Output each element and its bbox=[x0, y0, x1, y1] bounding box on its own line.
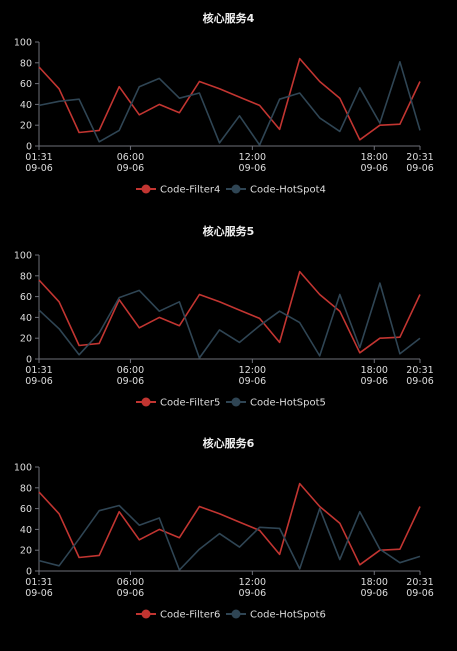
x-tick-label-date: 09-06 bbox=[360, 588, 388, 599]
series-line-filter bbox=[38, 270, 421, 354]
x-tick-label-time: 12:00 bbox=[239, 152, 266, 163]
x-tick-label-date: 09-06 bbox=[117, 163, 145, 174]
x-tick-label-time: 20:31 bbox=[406, 365, 433, 376]
y-tick-label: 100 bbox=[14, 251, 32, 262]
x-tick-label-time: 01:31 bbox=[25, 152, 52, 163]
x-tick-label-time: 01:31 bbox=[25, 365, 52, 376]
chart-panel-5: 核心服务502040608010001:3109-0606:0009-0612:… bbox=[14, 224, 434, 409]
series-line-hotspot bbox=[38, 282, 421, 359]
series-line-filter bbox=[38, 482, 421, 566]
legend-label: Code-HotSpot4 bbox=[250, 185, 326, 196]
x-tick-label-date: 09-06 bbox=[239, 376, 267, 387]
series-line-filter bbox=[38, 57, 421, 141]
legend-marker-icon bbox=[231, 609, 241, 619]
legend-marker-icon bbox=[141, 609, 151, 619]
x-tick-label-time: 20:31 bbox=[406, 577, 433, 588]
x-tick-label-time: 18:00 bbox=[361, 577, 388, 588]
x-tick-label-time: 06:00 bbox=[117, 577, 144, 588]
y-tick-label: 0 bbox=[26, 567, 32, 578]
y-tick-label: 60 bbox=[20, 504, 32, 515]
series-line-hotspot bbox=[38, 504, 421, 571]
x-tick-label-date: 09-06 bbox=[406, 163, 434, 174]
x-tick-label-time: 01:31 bbox=[25, 577, 52, 588]
legend-marker-icon bbox=[231, 397, 241, 407]
legend-label: Code-Filter4 bbox=[160, 185, 220, 196]
legend-item-hotspot[interactable]: Code-HotSpot6 bbox=[226, 609, 326, 621]
x-tick-label-time: 20:31 bbox=[406, 152, 433, 163]
legend-item-hotspot[interactable]: Code-HotSpot5 bbox=[226, 397, 326, 409]
y-tick-label: 80 bbox=[20, 483, 32, 494]
x-tick-label-date: 09-06 bbox=[360, 163, 388, 174]
legend-label: Code-HotSpot6 bbox=[250, 610, 326, 621]
y-tick-label: 20 bbox=[20, 121, 32, 132]
legend-label: Code-Filter6 bbox=[160, 610, 220, 621]
legend-label: Code-Filter5 bbox=[160, 398, 220, 409]
y-tick-label: 20 bbox=[20, 334, 32, 345]
y-tick-label: 60 bbox=[20, 292, 32, 303]
x-tick-label-date: 09-06 bbox=[117, 588, 145, 599]
legend-item-filter[interactable]: Code-Filter6 bbox=[136, 609, 220, 621]
x-tick-label-date: 09-06 bbox=[25, 588, 53, 599]
x-tick-label-date: 09-06 bbox=[117, 376, 145, 387]
legend-item-filter[interactable]: Code-Filter4 bbox=[136, 184, 220, 196]
chart-title: 核心服务6 bbox=[203, 436, 255, 450]
y-tick-label: 60 bbox=[20, 79, 32, 90]
x-tick-label-date: 09-06 bbox=[25, 163, 53, 174]
series-line-hotspot bbox=[38, 60, 421, 146]
legend-item-filter[interactable]: Code-Filter5 bbox=[136, 397, 220, 409]
legend-item-hotspot[interactable]: Code-HotSpot4 bbox=[226, 184, 326, 196]
y-tick-label: 80 bbox=[20, 58, 32, 69]
y-tick-label: 0 bbox=[26, 355, 32, 366]
y-tick-label: 100 bbox=[14, 463, 32, 474]
x-tick-label-date: 09-06 bbox=[360, 376, 388, 387]
y-tick-label: 0 bbox=[26, 142, 32, 153]
chart-panel-6: 核心服务602040608010001:3109-0606:0009-0612:… bbox=[14, 436, 434, 621]
y-tick-label: 80 bbox=[20, 271, 32, 282]
x-tick-label-time: 12:00 bbox=[239, 365, 266, 376]
legend-marker-icon bbox=[141, 184, 151, 194]
y-tick-label: 40 bbox=[20, 100, 32, 111]
chart-title: 核心服务5 bbox=[203, 224, 255, 238]
x-tick-label-time: 12:00 bbox=[239, 577, 266, 588]
x-tick-label-time: 18:00 bbox=[361, 365, 388, 376]
y-tick-label: 100 bbox=[14, 38, 32, 49]
chart-title: 核心服务4 bbox=[203, 11, 255, 25]
x-tick-label-date: 09-06 bbox=[406, 588, 434, 599]
y-tick-label: 40 bbox=[20, 313, 32, 324]
legend-label: Code-HotSpot5 bbox=[250, 398, 326, 409]
x-tick-label-date: 09-06 bbox=[239, 163, 267, 174]
x-tick-label-time: 06:00 bbox=[117, 365, 144, 376]
x-tick-label-time: 18:00 bbox=[361, 152, 388, 163]
x-tick-label-time: 06:00 bbox=[117, 152, 144, 163]
x-tick-label-date: 09-06 bbox=[239, 588, 267, 599]
y-tick-label: 20 bbox=[20, 546, 32, 557]
y-tick-label: 40 bbox=[20, 525, 32, 536]
x-tick-label-date: 09-06 bbox=[406, 376, 434, 387]
chart-panel-4: 核心服务402040608010001:3109-0606:0009-0612:… bbox=[14, 11, 434, 196]
x-tick-label-date: 09-06 bbox=[25, 376, 53, 387]
legend-marker-icon bbox=[231, 184, 241, 194]
legend-marker-icon bbox=[141, 397, 151, 407]
